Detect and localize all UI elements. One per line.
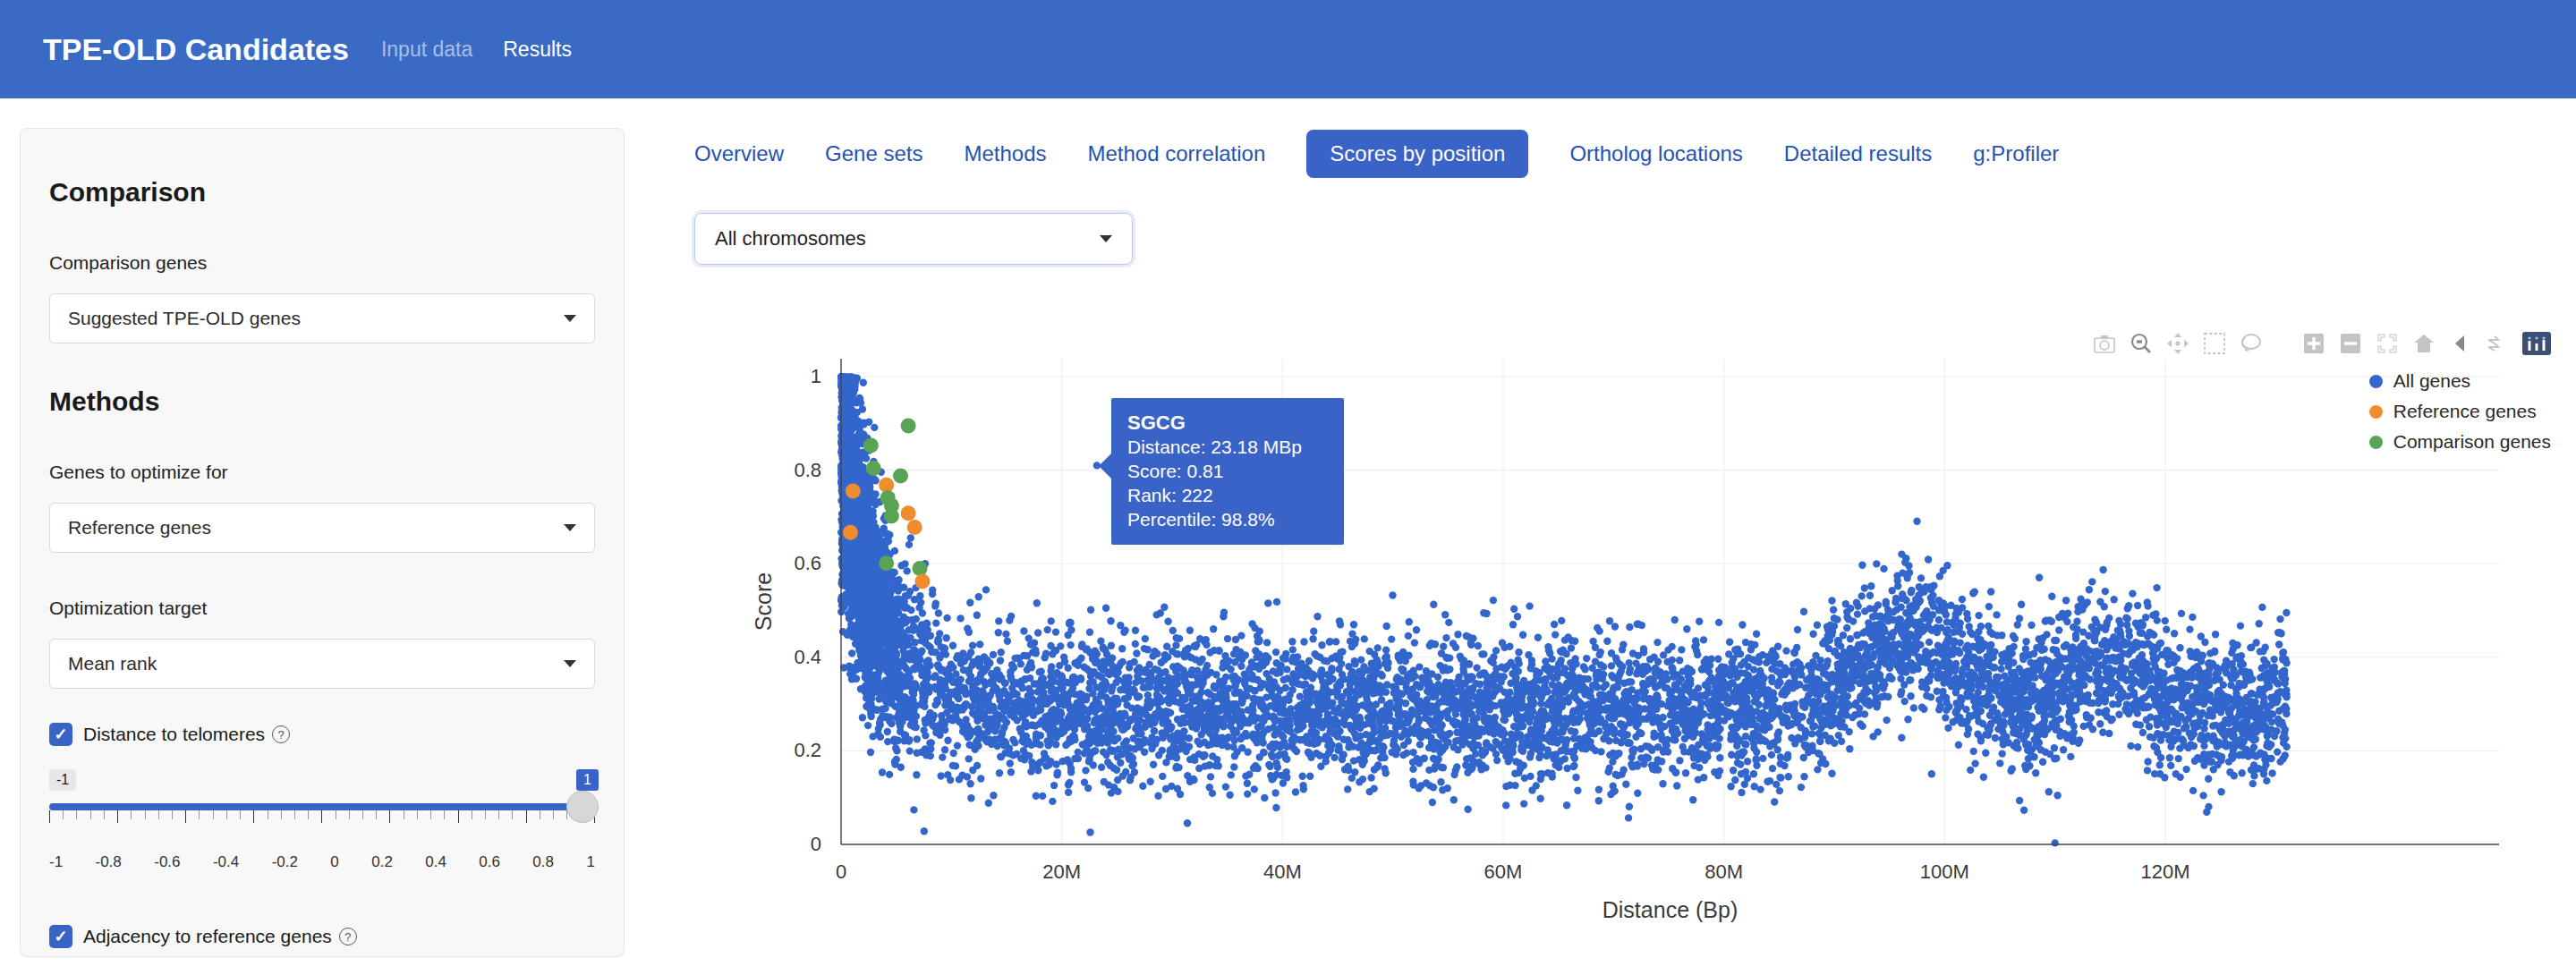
svg-text:0: 0 bbox=[836, 861, 846, 883]
svg-text:60M: 60M bbox=[1484, 861, 1523, 883]
svg-text:1: 1 bbox=[811, 365, 821, 387]
svg-text:0.6: 0.6 bbox=[794, 552, 821, 574]
svg-text:Distance (Bp): Distance (Bp) bbox=[1603, 897, 1738, 922]
svg-text:0.2: 0.2 bbox=[794, 739, 821, 761]
svg-text:20M: 20M bbox=[1042, 861, 1081, 883]
svg-text:40M: 40M bbox=[1263, 861, 1302, 883]
svg-text:0.4: 0.4 bbox=[794, 646, 821, 668]
svg-text:100M: 100M bbox=[1920, 861, 1969, 883]
svg-text:0: 0 bbox=[811, 833, 821, 855]
svg-text:Score: Score bbox=[751, 572, 776, 631]
svg-text:120M: 120M bbox=[2140, 861, 2189, 883]
svg-text:80M: 80M bbox=[1705, 861, 1743, 883]
svg-text:0.8: 0.8 bbox=[794, 459, 821, 481]
